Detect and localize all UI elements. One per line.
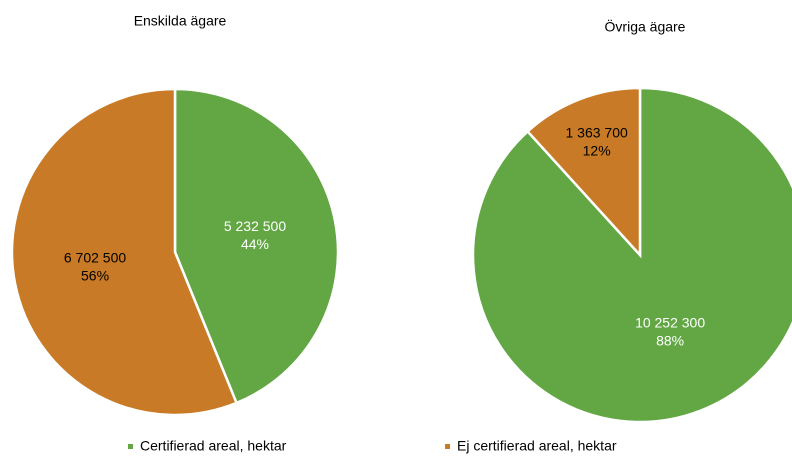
pie-slice [173, 87, 340, 405]
data-label: 1 363 700 [566, 125, 628, 141]
data-label: 6 702 500 [64, 249, 126, 265]
legend-marker [128, 444, 133, 449]
pie-slice [471, 86, 792, 424]
percent-label: 88% [656, 333, 684, 349]
percent-label: 12% [583, 143, 611, 159]
pie-slice [525, 86, 642, 259]
legend-label: Ej certifierad areal, hektar [457, 438, 617, 454]
legend-marker [445, 444, 450, 449]
chart-title: Enskilda ägare [134, 13, 227, 29]
percent-label: 56% [81, 267, 109, 283]
data-label: 10 252 300 [635, 315, 705, 331]
pie-slice [10, 87, 239, 417]
data-label: 5 232 500 [224, 218, 286, 234]
legend-label: Certifierad areal, hektar [140, 438, 287, 454]
percent-label: 44% [241, 236, 269, 252]
chart-title: Övriga ägare [605, 18, 686, 35]
